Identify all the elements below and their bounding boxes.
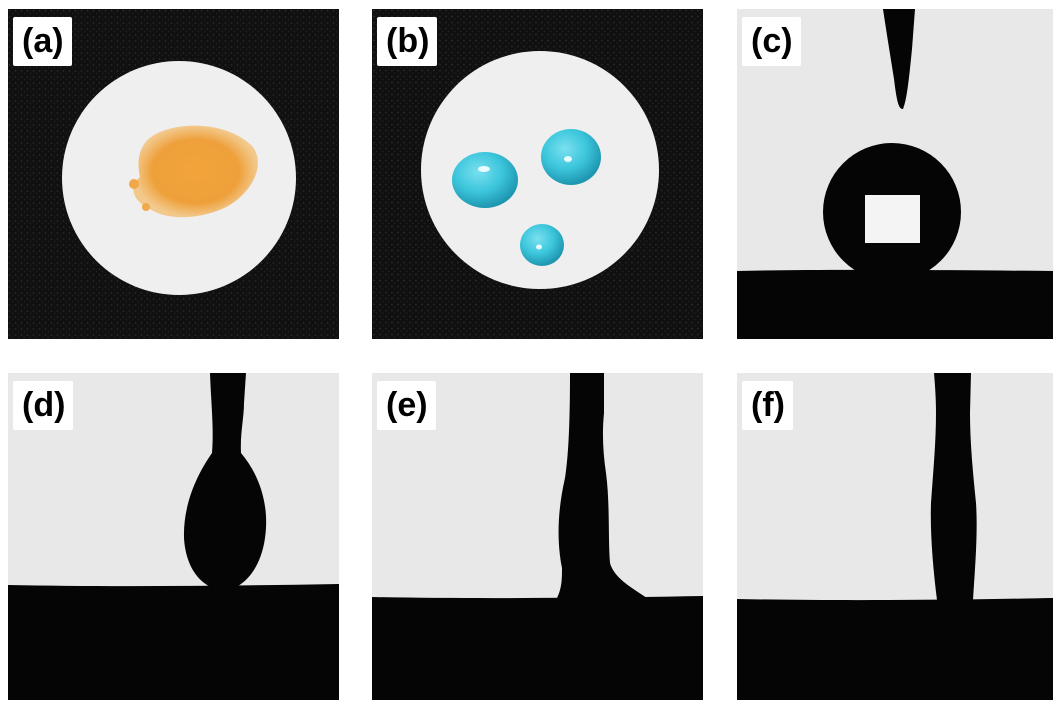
liquid-column [930, 373, 977, 600]
water-droplet [452, 152, 518, 208]
panel-label-e: (e) [377, 381, 436, 430]
substrate-surface [8, 584, 339, 700]
orange-speck [129, 179, 139, 189]
panel-label-b: (b) [377, 17, 438, 66]
photo-panel-a: (a) [8, 9, 339, 339]
necking-drop [557, 373, 647, 598]
panel-label-a: (a) [13, 17, 72, 66]
white-disk [421, 51, 659, 289]
substrate-surface [737, 269, 1053, 339]
photo-panel-d: (d) [8, 373, 339, 700]
substrate-surface [737, 598, 1053, 700]
droplet-highlight [564, 156, 572, 162]
panel-label-c: (c) [742, 17, 801, 66]
powder-on-disk-photo [8, 9, 339, 339]
photo-panel-c: (c) [737, 9, 1053, 339]
water-droplet [541, 129, 601, 185]
photo-panel-e: (e) [372, 373, 703, 700]
pendant-drop [183, 373, 267, 590]
panel-label-d: (d) [13, 381, 74, 430]
panel-label-f: (f) [742, 381, 793, 430]
photo-panel-f: (f) [737, 373, 1053, 700]
photo-panel-b: (b) [372, 9, 703, 339]
orange-powder [133, 125, 258, 218]
orange-speck [142, 203, 150, 211]
droplet-reflection [865, 195, 920, 243]
dispensing-needle [883, 9, 915, 109]
pendant-drop-photo [8, 373, 339, 700]
droplet-highlight [478, 166, 490, 172]
water-droplet [520, 224, 564, 266]
droplet-highlight [536, 244, 542, 250]
substrate-surface [372, 596, 703, 700]
